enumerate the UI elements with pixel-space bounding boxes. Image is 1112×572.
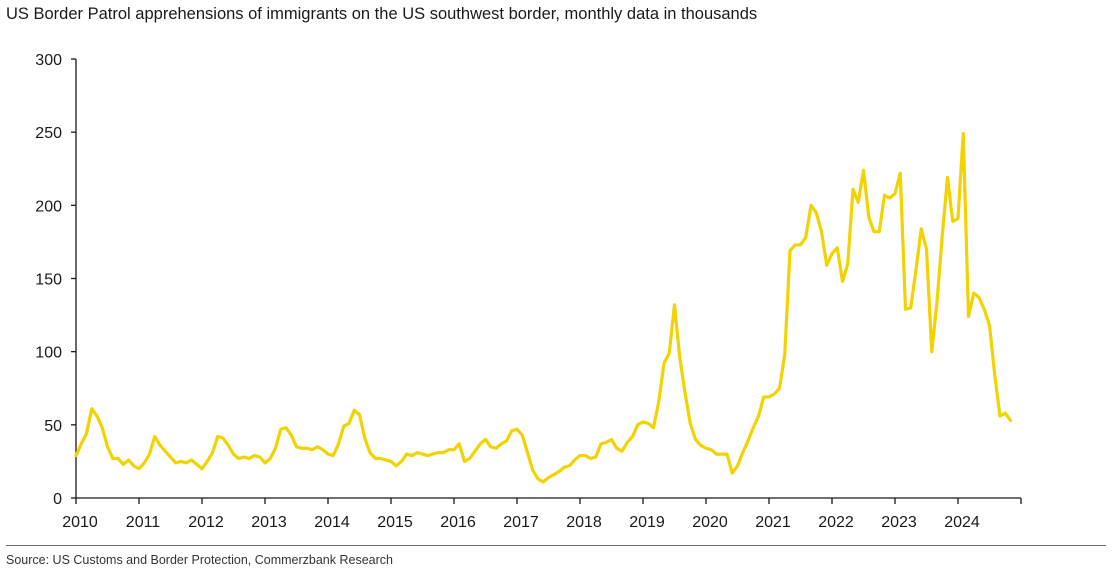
x-tick-label: 2017 — [503, 514, 539, 531]
x-tick-label: 2020 — [692, 514, 728, 531]
y-tick-label: 100 — [35, 345, 62, 362]
axes: 0 50 100 150 200 250 300 2010 2011 2012 2013 2014 20… — [35, 52, 1022, 531]
y-tick-label: 150 — [35, 272, 62, 289]
chart-svg: 0 50 100 150 200 250 300 2010 2011 2012 2013 2014 20… — [35, 52, 1022, 531]
y-tick-label: 200 — [35, 198, 62, 215]
x-tick-label: 2018 — [566, 514, 602, 531]
x-tick-label: 2015 — [377, 514, 413, 531]
source-divider — [6, 545, 1106, 546]
series-line — [74, 132, 1013, 484]
x-tick-label: 2010 — [62, 514, 98, 531]
x-tick-label: 2012 — [188, 514, 224, 531]
chart-title: US Border Patrol apprehensions of immigr… — [6, 5, 758, 23]
source-note: Source: US Customs and Border Protection… — [6, 553, 393, 567]
y-tick-label: 300 — [35, 52, 62, 69]
x-tick-label: 2021 — [755, 514, 791, 531]
y-tick-label: 50 — [44, 418, 62, 435]
y-tick-label: 250 — [35, 125, 62, 142]
x-tick-label: 2014 — [314, 514, 350, 531]
x-tick-label: 2019 — [629, 514, 665, 531]
x-tick-label: 2011 — [126, 514, 161, 531]
y-tick-label: 0 — [53, 491, 62, 508]
x-tick-label: 2024 — [944, 514, 980, 531]
plot-area — [74, 132, 1013, 484]
x-tick-label: 2016 — [440, 514, 476, 531]
x-tick-label: 2022 — [818, 514, 854, 531]
x-tick-label: 2023 — [881, 514, 917, 531]
x-tick-label: 2013 — [251, 514, 287, 531]
